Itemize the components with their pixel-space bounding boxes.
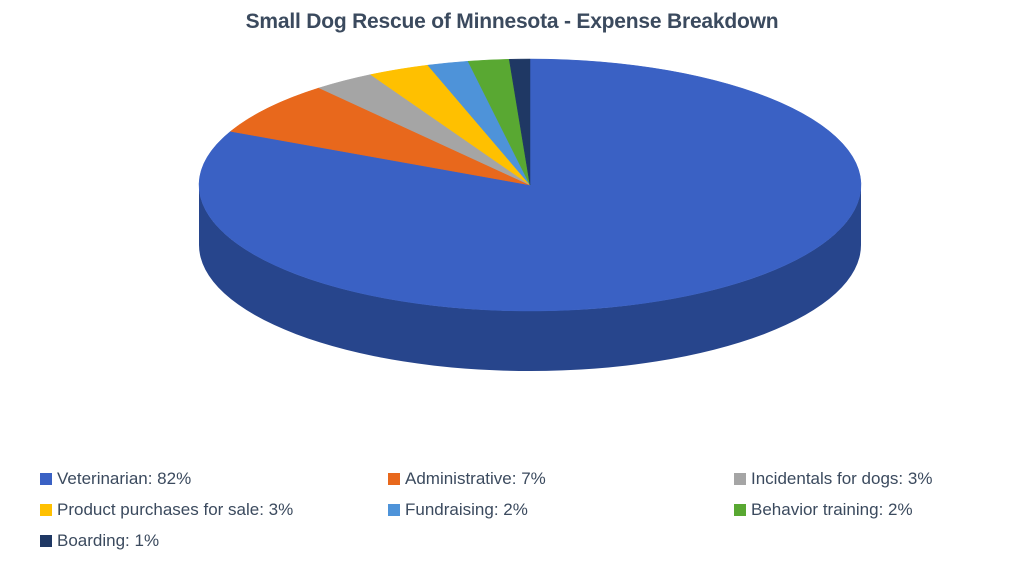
- legend-item-administrative[interactable]: Administrative: 7%: [388, 468, 734, 489]
- legend-item-label: Boarding: 1%: [57, 531, 160, 550]
- pie-top-face-slices: Veterinarian: 82%Administrative: 7%Incid…: [198, 58, 862, 312]
- chart-legend: Veterinarian: 82% Administrative: 7% Inc…: [40, 468, 1000, 560]
- legend-item-behavior-training[interactable]: Behavior training: 2%: [734, 499, 1000, 520]
- legend-item-veterinarian[interactable]: Veterinarian: 82%: [40, 468, 388, 489]
- legend-item-boarding[interactable]: Boarding: 1%: [40, 530, 388, 551]
- pie-chart-area: Veterinarian: 82%Administrative: 7%Incid…: [0, 40, 1024, 450]
- legend-item-label: Veterinarian: 82%: [57, 469, 192, 488]
- legend-row: Product purchases for sale: 3% Fundraisi…: [40, 499, 1000, 530]
- page-title: Small Dog Rescue of Minnesota - Expense …: [245, 10, 779, 33]
- legend-swatch-icon: [40, 535, 52, 547]
- legend-item-label: Product purchases for sale: 3%: [57, 500, 294, 519]
- legend-swatch-icon: [40, 504, 52, 516]
- legend-swatch-icon: [734, 473, 746, 485]
- pie-slice-administrative[interactable]: Administrative: 7%: [229, 87, 531, 186]
- legend-row: Boarding: 1%: [40, 530, 1000, 561]
- legend-swatch-icon: [388, 504, 400, 516]
- legend-swatch-icon: [388, 473, 400, 485]
- legend-item-label: Incidentals for dogs: 3%: [751, 469, 933, 488]
- legend-item-incidentals-for-dogs[interactable]: Incidentals for dogs: 3%: [734, 468, 1000, 489]
- legend-item-fundraising[interactable]: Fundraising: 2%: [388, 499, 734, 520]
- legend-swatch-icon: [40, 473, 52, 485]
- pie-chart-svg: Veterinarian: 82%Administrative: 7%Incid…: [198, 58, 862, 371]
- legend-row: Veterinarian: 82% Administrative: 7% Inc…: [40, 468, 1000, 499]
- legend-item-label: Fundraising: 2%: [405, 500, 528, 519]
- pie-slice-side-veterinarian: [199, 185, 861, 371]
- legend-item-product-purchases-for-sale[interactable]: Product purchases for sale: 3%: [40, 499, 388, 520]
- pie-3d-side-walls: [199, 185, 861, 371]
- legend-item-label: Administrative: 7%: [405, 469, 546, 488]
- pie-slice-boarding[interactable]: Boarding: 1%: [508, 58, 531, 186]
- legend-swatch-icon: [734, 504, 746, 516]
- legend-item-label: Behavior training: 2%: [751, 500, 913, 519]
